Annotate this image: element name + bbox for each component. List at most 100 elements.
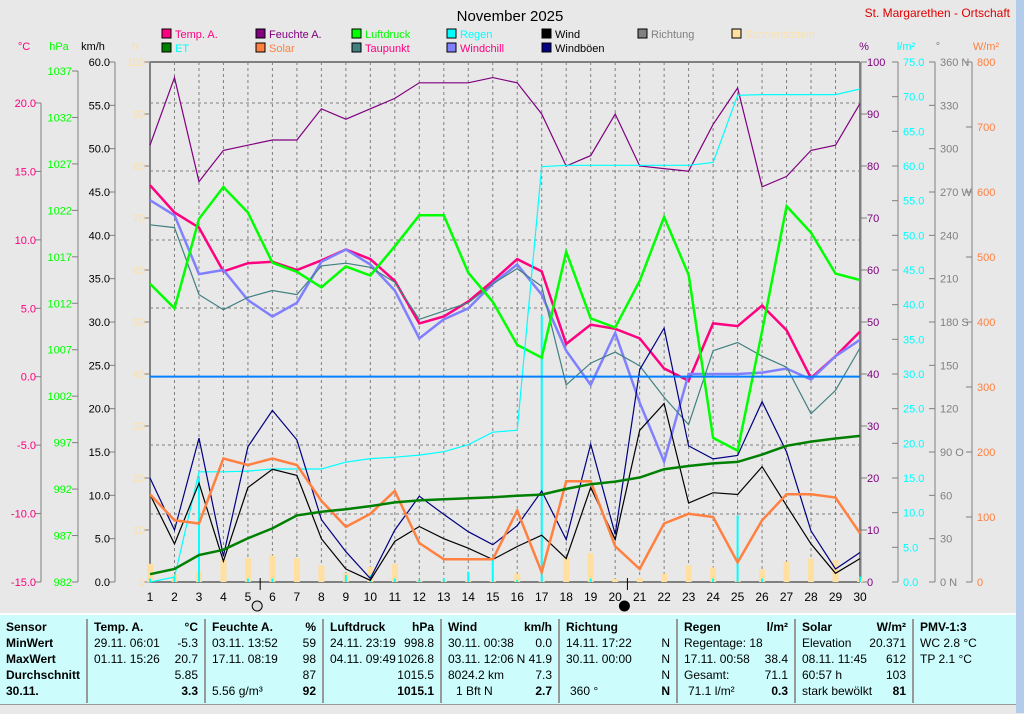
- rain-tick-label: 65.0: [903, 126, 924, 138]
- rain-tick-label: 55.0: [903, 196, 924, 208]
- x-tick-label: 13: [437, 590, 451, 604]
- row-label: Sensor: [6, 620, 47, 634]
- rain-tick-label: 60.0: [903, 161, 924, 173]
- legend-swatch: [351, 42, 362, 53]
- x-tick-label: 8: [318, 590, 325, 604]
- direction-avg: N: [661, 668, 670, 682]
- legend-label: Regen: [460, 29, 492, 41]
- pressure-tick-label: 1012: [48, 298, 72, 310]
- humidity-tick-label: 90: [867, 109, 879, 121]
- pressure-min: 998.8: [403, 636, 434, 650]
- rain-tick-label: 35.0: [903, 334, 924, 346]
- wind-tick-label: 10.0: [89, 490, 110, 502]
- rain-unit: l/m²: [766, 620, 788, 634]
- humidity-axis-unit: %: [859, 41, 869, 53]
- rain-max-time: 17.11. 00:58: [684, 652, 750, 666]
- solar-axis-unit: W/m²: [973, 41, 1000, 53]
- bar-regen-t-glich: [197, 478, 200, 582]
- humidity-avg: 87: [302, 668, 316, 682]
- bar-sonnenschein: [244, 558, 251, 582]
- window-edge: [1016, 0, 1024, 713]
- sun-tick-label: 80: [133, 161, 145, 173]
- chart-axes: 20.0 15.0 10.0 5.0 0.0 -5.0 -10.0 -15.0 °C 1037 10…: [11, 41, 1000, 589]
- wind-header: Wind: [448, 620, 478, 634]
- rain-tick-label: 30.0: [903, 369, 924, 381]
- rain-tick-label: 75.0: [903, 57, 924, 69]
- row-label: MaxWert: [6, 652, 56, 666]
- x-tick-label: 21: [633, 590, 647, 604]
- solar-tick-label: 600: [977, 187, 995, 199]
- wind-tick-label: 50.0: [89, 144, 110, 156]
- bar-sonnenschein: [832, 560, 839, 582]
- wind-min: 0.0: [535, 636, 552, 650]
- pressure-axis-unit: hPa: [49, 41, 69, 53]
- direction-tick-label: 90 O: [940, 447, 964, 459]
- wind-tick-label: 55.0: [89, 100, 110, 112]
- direction-tick-label: 300: [940, 144, 958, 156]
- bar-regen-t-glich: [344, 575, 347, 582]
- bar-regen-t-glich: [859, 576, 861, 582]
- x-tick-label: 19: [584, 590, 598, 604]
- direction-tick-label: 60: [940, 490, 952, 502]
- sun-tick-label: 60: [133, 265, 145, 277]
- direction-tick-label: 330: [940, 100, 958, 112]
- bar-regen-t-glich: [516, 579, 519, 582]
- wind-avg: 7.3: [535, 668, 552, 682]
- x-tick-label: 7: [294, 590, 301, 604]
- solar-tick-label: 400: [977, 317, 995, 329]
- legend-swatch: [637, 28, 648, 39]
- wind-tick-label: 15.0: [89, 447, 110, 459]
- wind-axis-unit: km/h: [81, 41, 105, 53]
- direction-tick-label: 240: [940, 230, 958, 242]
- pressure-tick-label: 1007: [48, 345, 72, 357]
- sun-tick-label: 0: [139, 577, 145, 589]
- legend-label: Temp. A.: [175, 29, 218, 41]
- series-et: [149, 434, 861, 576]
- row-label: Durchschnitt: [6, 668, 81, 682]
- bar-sonnenschein: [318, 565, 325, 582]
- table-col-rain: Regen l/m² Regentage: 18 17.11. 00:58 38.4…: [678, 619, 796, 703]
- temp-tick-label: 0.0: [21, 372, 36, 384]
- bar-regen-t-glich: [246, 578, 249, 582]
- series-temp-a-: [149, 184, 861, 383]
- weather-chart: November 2025 St. Margarethen - Ortschaf…: [11, 6, 1011, 612]
- solar-tick-label: 700: [977, 122, 995, 134]
- bar-sonnenschein: [685, 565, 692, 582]
- sun-tick-label: 20: [133, 473, 145, 485]
- legend-label: Taupunkt: [365, 43, 410, 55]
- x-tick-label: 30: [853, 590, 867, 604]
- bar-sonnenschein: [391, 563, 398, 582]
- solar-tick-label: 200: [977, 447, 995, 459]
- wind-tick-label: 60.0: [89, 57, 110, 69]
- legend-label: Luftdruck: [365, 29, 411, 41]
- legend-label: ET: [175, 43, 189, 55]
- wind-tick-label: 30.0: [89, 317, 110, 329]
- x-tick-label: 5: [245, 590, 252, 604]
- status-bar: [0, 704, 1024, 714]
- solar-tick-label: 0: [977, 577, 983, 589]
- temp-current: 3.3: [181, 684, 198, 698]
- wind-tick-label: 20.0: [89, 404, 110, 416]
- bar-sonnenschein: [220, 559, 227, 582]
- bar-sonnenschein: [269, 555, 276, 582]
- wind-tick-label: 0.0: [95, 577, 110, 589]
- pressure-current: 1015.1: [397, 684, 434, 698]
- direction-header: Richtung: [566, 620, 618, 634]
- wind-bft: 1 Bft N: [456, 684, 493, 698]
- legend-label: Feuchte A.: [269, 29, 322, 41]
- x-tick-label: 26: [755, 590, 769, 604]
- wind-min-time: 30.11. 00:38: [448, 636, 514, 650]
- wind-tick-label: 40.0: [89, 230, 110, 242]
- bar-regen-t-glich: [271, 578, 274, 582]
- chart-grid: [149, 61, 861, 583]
- direction-tick-label: 270 W: [940, 187, 972, 199]
- rain-tick-label: 0.0: [903, 577, 918, 589]
- sun-tick-label: 50: [133, 317, 145, 329]
- chart-lines: [149, 75, 862, 583]
- sun-tick-label: 40: [133, 369, 145, 381]
- bar-sonnenschein: [293, 558, 300, 582]
- rain-axis-unit: l/m²: [897, 41, 916, 53]
- direction-tick-label: 180 S: [940, 317, 969, 329]
- legend-label: Windchill: [460, 43, 504, 55]
- bar-regen-t-glich: [712, 578, 715, 582]
